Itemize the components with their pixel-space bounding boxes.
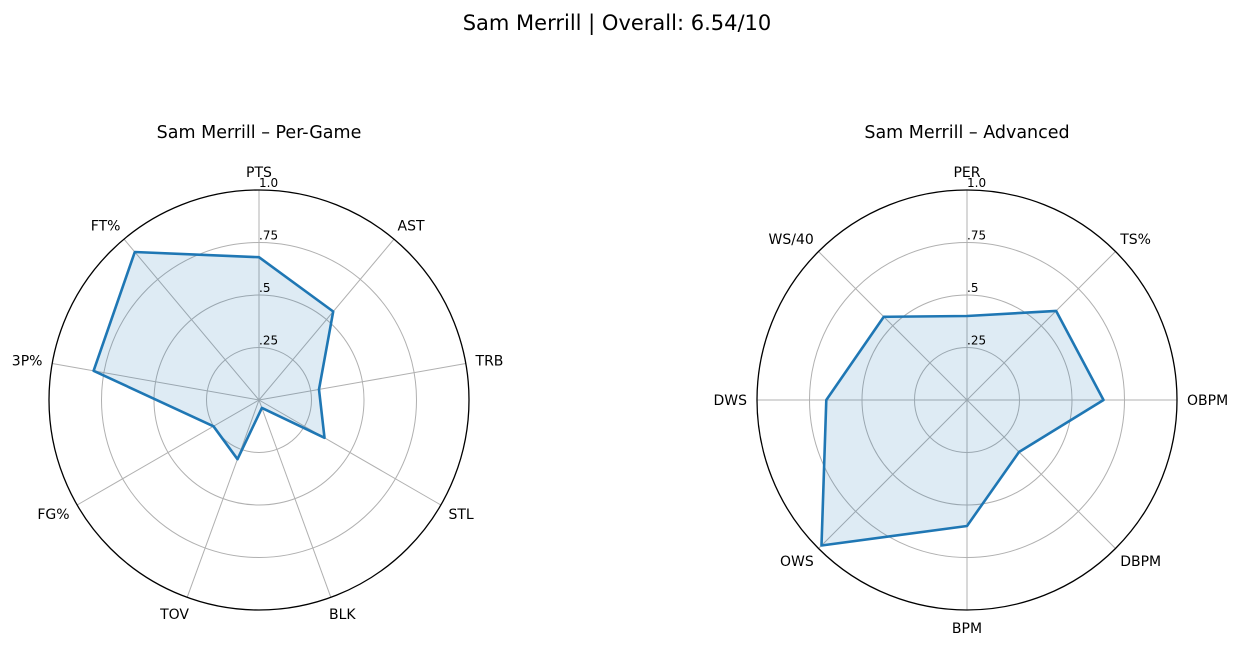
per-game-axis-label-fg-pct: FG% bbox=[37, 507, 69, 523]
per-game-rtick-label-4: 1.0 bbox=[259, 176, 278, 190]
per-game-spoke-stl bbox=[258, 399, 442, 506]
per-game-spoke-trb bbox=[258, 363, 466, 401]
per-game-spoke-ft-pct bbox=[123, 238, 260, 401]
advanced-series-line bbox=[820, 309, 1105, 547]
advanced-axis-label-dws: DWS bbox=[713, 393, 747, 409]
advanced-axis-label-obpm: OBPM bbox=[1187, 393, 1228, 409]
per-game-axis-label-ft-pct: FT% bbox=[91, 218, 121, 234]
per-game-series-line bbox=[92, 250, 335, 461]
advanced-series-area bbox=[821, 310, 1104, 546]
per-game-spoke-ast bbox=[258, 238, 395, 401]
advanced-axis-label-bpm: BPM bbox=[952, 621, 982, 637]
advanced-rtick-label-4: 1.0 bbox=[967, 176, 986, 190]
per-game-axis-label-ast: AST bbox=[398, 218, 425, 234]
per-game-spoke-blk bbox=[258, 399, 332, 598]
per-game-axis-label-tov: TOV bbox=[159, 607, 189, 623]
per-game-axis-label-blk: BLK bbox=[329, 607, 356, 623]
advanced-axis-label-per: PER bbox=[953, 165, 980, 181]
per-game-axis-label-pts: PTS bbox=[246, 165, 272, 181]
advanced-spoke-dbpm bbox=[966, 399, 1116, 549]
figure-title: Sam Merrill | Overall: 6.54/10 bbox=[463, 11, 772, 36]
advanced-chart-title: Sam Merrill – Advanced bbox=[864, 123, 1069, 143]
per-game-axis-label-stl: STL bbox=[448, 507, 473, 523]
advanced-outer-frame bbox=[756, 189, 1178, 611]
advanced-spoke-ts-pct bbox=[966, 251, 1116, 401]
advanced-spoke-ws-per-40 bbox=[818, 251, 968, 401]
per-game-outer-frame bbox=[48, 189, 470, 611]
per-game-spoke-tov bbox=[186, 399, 260, 598]
per-game-rtick-label-3: .75 bbox=[259, 229, 278, 243]
advanced-rtick-label-1: .25 bbox=[967, 334, 986, 348]
per-game-series-area bbox=[93, 252, 334, 460]
per-game-rtick-label-2: .5 bbox=[259, 281, 270, 295]
advanced-rtick-label-2: .5 bbox=[967, 281, 978, 295]
advanced-spoke-ows bbox=[818, 399, 968, 549]
advanced-axis-label-ows: OWS bbox=[780, 554, 814, 570]
advanced-rtick-label-3: .75 bbox=[967, 229, 986, 243]
advanced-axis-label-ws-per-40: WS/40 bbox=[769, 232, 814, 248]
per-game-spoke-3p-pct bbox=[52, 363, 260, 401]
per-game-axis-label-trb: TRB bbox=[475, 353, 504, 369]
advanced-axis-label-dbpm: DBPM bbox=[1120, 554, 1161, 570]
per-game-chart-title: Sam Merrill – Per-Game bbox=[157, 123, 362, 143]
per-game-rtick-label-1: .25 bbox=[259, 334, 278, 348]
per-game-spoke-fg-pct bbox=[76, 399, 260, 506]
advanced-axis-label-ts-pct: TS% bbox=[1119, 232, 1151, 248]
per-game-axis-label-3p-pct: 3P% bbox=[12, 353, 43, 369]
